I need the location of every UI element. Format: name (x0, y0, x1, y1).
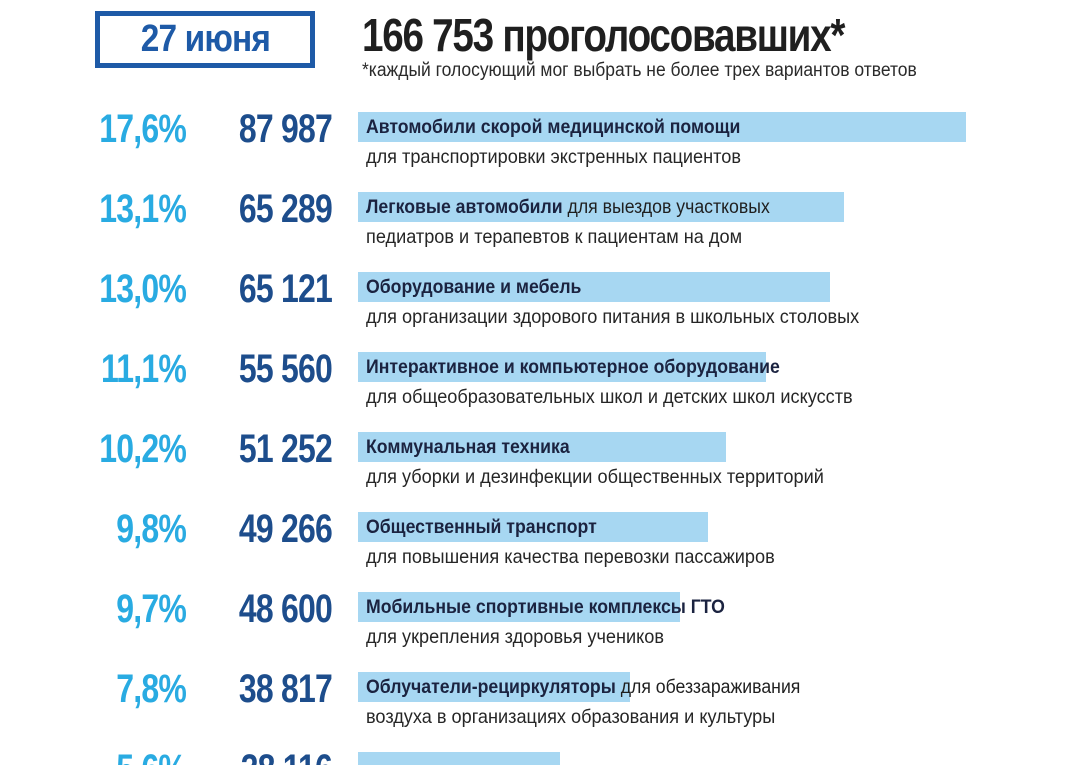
vote-count: 48 600 (238, 587, 333, 631)
percent-value: 17,6% (99, 107, 187, 151)
percent-value: 10,2% (99, 427, 187, 471)
result-row: 5,6% 28 116 (0, 744, 1080, 765)
result-label-rest: для обеззараживания (615, 677, 801, 698)
result-description: для укрепления здоровья учеников (366, 626, 664, 648)
percent-value: 13,0% (99, 267, 187, 311)
result-bar (358, 672, 630, 702)
result-label-bold: Облучатели-рециркуляторы (366, 677, 616, 698)
result-description: для транспортировки экстренных пациентов (366, 146, 741, 168)
percent-value: 9,8% (116, 507, 187, 551)
vote-count: 65 289 (238, 187, 333, 231)
result-label: Общественный транспорт (366, 512, 597, 542)
result-label-bold: Общественный транспорт (366, 517, 597, 538)
result-description: для повышения качества перевозки пассажи… (366, 546, 775, 568)
percent-value: 13,1% (99, 187, 187, 231)
result-label-rest: для выездов участковых (562, 197, 770, 218)
result-row: 11,1% 55 560 Интерактивное и компьютерно… (0, 344, 1080, 424)
result-label: Коммунальная техника (366, 432, 570, 462)
vote-count: 28 116 (218, 746, 333, 765)
percent-value: 7,8% (116, 667, 187, 711)
result-label-bold: Коммунальная техника (366, 437, 570, 458)
vote-count: 65 121 (238, 267, 333, 311)
vote-count: 87 987 (238, 107, 333, 151)
vote-count: 38 817 (238, 667, 333, 711)
result-bar (358, 112, 966, 142)
result-row: 13,0% 65 121 Оборудование и мебель для о… (0, 264, 1080, 344)
date-label: 27 июня (140, 18, 270, 60)
result-label: Мобильные спортивные комплексы ГТО (366, 592, 725, 622)
result-label-bold: Оборудование и мебель (366, 277, 582, 298)
result-row: 13,1% 65 289 Легковые автомобили для вые… (0, 184, 1080, 264)
result-label-bold: Автомобили скорой медицинской помощи (366, 117, 741, 138)
result-description: педиатров и терапевтов к пациентам на до… (366, 226, 743, 248)
result-label: Облучатели-рециркуляторы для обеззаражив… (366, 672, 800, 702)
vote-count: 51 252 (238, 427, 333, 471)
result-row: 10,2% 51 252 Коммунальная техника для уб… (0, 424, 1080, 504)
result-row: 17,6% 87 987 Автомобили скорой медицинск… (0, 104, 1080, 184)
result-label-bold: Мобильные спортивные комплексы ГТО (366, 597, 725, 618)
result-bar (358, 272, 830, 302)
result-bar (358, 512, 708, 542)
result-description: для организации здорового питания в школ… (366, 306, 860, 328)
date-badge: 27 июня (95, 11, 315, 68)
result-bar (358, 432, 726, 462)
vote-count: 55 560 (238, 347, 333, 391)
result-label-bold: Интерактивное и компьютерное оборудовани… (366, 357, 780, 378)
percent-value: 5,6% (37, 746, 187, 765)
result-row: 7,8% 38 817 Облучатели-рециркуляторы для… (0, 664, 1080, 744)
vote-count: 49 266 (238, 507, 333, 551)
result-row: 9,7% 48 600 Мобильные спортивные комплек… (0, 584, 1080, 664)
result-label: Интерактивное и компьютерное оборудовани… (366, 352, 780, 382)
result-bar (358, 752, 560, 765)
result-label-bold: Легковые автомобили (366, 197, 563, 218)
result-bar (358, 592, 680, 622)
result-bar (358, 192, 844, 222)
title-footnote: *каждый голосующий мог выбрать не более … (362, 60, 917, 81)
result-label: Оборудование и мебель (366, 272, 581, 302)
result-bar (358, 352, 766, 382)
percent-value: 9,7% (116, 587, 187, 631)
page-title: 166 753 проголосовавших* (362, 9, 845, 61)
result-label: Легковые автомобили для выездов участков… (366, 192, 770, 222)
result-description: для уборки и дезинфекции общественных те… (366, 466, 824, 488)
result-label: Автомобили скорой медицинской помощи (366, 112, 740, 142)
result-row: 9,8% 49 266 Общественный транспорт для п… (0, 504, 1080, 584)
percent-value: 11,1% (101, 347, 187, 391)
result-description: воздуха в организациях образования и кул… (366, 706, 776, 728)
result-description: для общеобразовательных школ и детских ш… (366, 386, 853, 408)
